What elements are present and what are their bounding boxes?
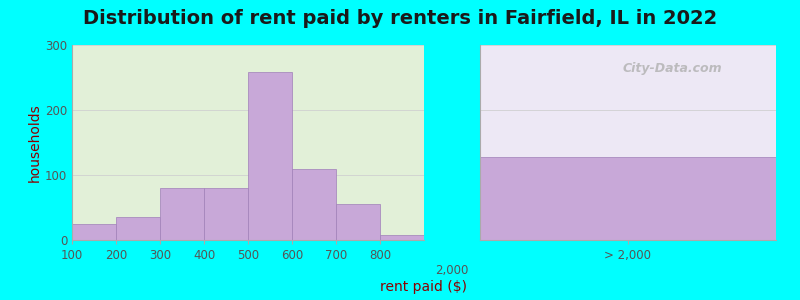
Bar <box>292 169 336 240</box>
Bar <box>160 188 204 240</box>
Bar <box>72 224 116 240</box>
Text: Distribution of rent paid by renters in Fairfield, IL in 2022: Distribution of rent paid by renters in … <box>83 9 717 28</box>
Bar <box>248 72 292 240</box>
Bar <box>116 217 160 240</box>
Bar <box>336 204 380 240</box>
Bar <box>204 188 248 240</box>
Bar <box>380 236 424 240</box>
Text: rent paid ($): rent paid ($) <box>381 280 467 294</box>
Text: City-Data.com: City-Data.com <box>622 62 722 75</box>
Y-axis label: households: households <box>28 103 42 182</box>
Text: 2,000: 2,000 <box>435 264 469 277</box>
Bar <box>480 157 776 240</box>
